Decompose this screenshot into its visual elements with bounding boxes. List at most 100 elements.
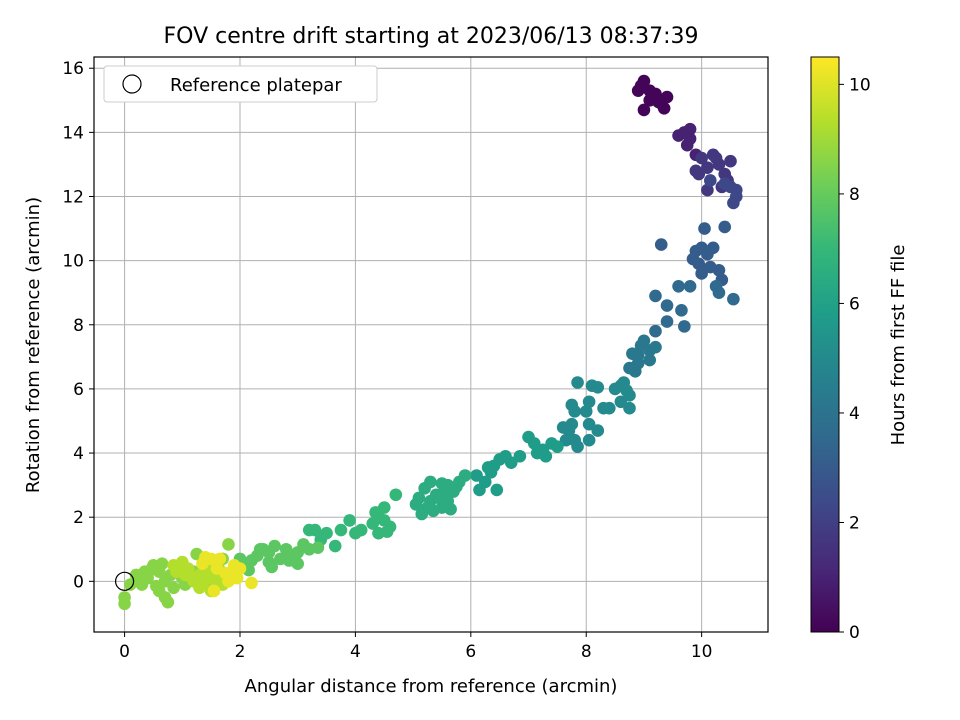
scatter-point bbox=[686, 252, 700, 266]
legend: Reference platepar bbox=[103, 65, 378, 103]
scatter-point bbox=[499, 449, 512, 463]
scatter-point bbox=[155, 557, 169, 570]
scatter-point bbox=[727, 196, 740, 210]
scatter-point bbox=[473, 483, 486, 497]
scatter-point bbox=[727, 292, 740, 306]
y-tick-label: 0 bbox=[73, 572, 84, 592]
scatter-point bbox=[597, 401, 610, 415]
scatter-point bbox=[556, 421, 570, 434]
scatter-point bbox=[438, 483, 452, 497]
scatter-point bbox=[634, 79, 648, 93]
colorbar-ticks: 0 2 4 6 8 10 bbox=[839, 75, 871, 643]
y-tick-label: 8 bbox=[73, 316, 84, 336]
scatter-point bbox=[219, 567, 232, 580]
scatter-point bbox=[709, 151, 723, 165]
scatter-point bbox=[444, 502, 457, 516]
scatter-point bbox=[701, 161, 714, 174]
colorbar-tick-label: 2 bbox=[849, 513, 860, 533]
y-axis-ticks: 0 2 4 6 8 10 12 14 16 bbox=[62, 59, 94, 592]
scatter-point bbox=[628, 364, 642, 378]
x-tick-label: 4 bbox=[350, 642, 361, 662]
colorbar-tick-label: 0 bbox=[849, 623, 860, 643]
scatter-point bbox=[678, 320, 691, 333]
x-axis-ticks: 0 2 4 6 8 10 bbox=[119, 632, 712, 662]
scatter-point bbox=[649, 324, 662, 338]
y-tick-label: 14 bbox=[62, 123, 84, 143]
colorbar-label: Hours from first FF file bbox=[888, 245, 909, 446]
scatter-point bbox=[377, 514, 391, 527]
scatter-point bbox=[637, 103, 651, 117]
colorbar-tick-label: 8 bbox=[849, 185, 860, 205]
scatter-point bbox=[253, 542, 267, 556]
scatter-point bbox=[729, 183, 743, 197]
scatter-point bbox=[559, 433, 573, 447]
scatter-points bbox=[118, 74, 743, 611]
y-axis-label: Rotation from reference (arcmin) bbox=[23, 197, 44, 493]
scatter-point bbox=[369, 506, 382, 519]
legend-box bbox=[103, 65, 378, 103]
scatter-point bbox=[660, 299, 674, 312]
scatter-point bbox=[698, 222, 711, 235]
scatter-point bbox=[245, 576, 258, 590]
scatter-point bbox=[652, 95, 665, 109]
scatter-point bbox=[207, 584, 221, 598]
scatter-point bbox=[571, 376, 584, 389]
y-tick-label: 4 bbox=[73, 444, 84, 464]
scatter-point bbox=[591, 381, 605, 394]
grid-lines bbox=[94, 57, 768, 632]
scatter-point bbox=[582, 395, 596, 409]
scatter-point bbox=[132, 575, 146, 588]
scatter-point bbox=[213, 552, 227, 566]
scatter-point bbox=[695, 151, 708, 165]
scatter-point bbox=[389, 488, 403, 502]
colorbar: 0 2 4 6 8 10 Hours from first FF file bbox=[810, 56, 909, 643]
x-axis-label: Angular distance from reference (arcmin) bbox=[245, 676, 618, 697]
colorbar-tick-label: 10 bbox=[849, 75, 871, 95]
scatter-point bbox=[490, 483, 504, 497]
scatter-point bbox=[701, 183, 714, 197]
scatter-point bbox=[343, 514, 356, 527]
scatter-point bbox=[196, 578, 209, 591]
scatter-point bbox=[150, 579, 163, 593]
scatter-point bbox=[311, 541, 325, 554]
scatter-point bbox=[643, 353, 657, 367]
scatter-point bbox=[328, 539, 342, 553]
scatter-point bbox=[470, 469, 483, 482]
scatter-point bbox=[539, 449, 553, 463]
scatter-point bbox=[692, 167, 706, 181]
scatter-point bbox=[582, 417, 596, 431]
scatter-point bbox=[683, 122, 697, 136]
scatter-point bbox=[591, 424, 605, 437]
scatter-point bbox=[649, 340, 662, 354]
scatter-point bbox=[118, 597, 131, 611]
scatter-point bbox=[167, 558, 180, 572]
x-tick-label: 8 bbox=[581, 642, 592, 662]
scatter-point bbox=[718, 177, 732, 190]
scatter-point bbox=[623, 401, 636, 415]
scatter-point bbox=[683, 279, 697, 293]
scatter-point bbox=[302, 523, 316, 537]
scatter-point bbox=[571, 440, 584, 453]
scatter-point bbox=[178, 568, 192, 582]
scatter-point bbox=[623, 389, 636, 402]
scatter-point bbox=[366, 517, 380, 530]
colorbar-fill bbox=[810, 56, 840, 633]
scatter-point bbox=[582, 433, 596, 447]
scatter-point bbox=[380, 525, 394, 538]
chart-title: FOV centre drift starting at 2023/06/13 … bbox=[164, 24, 699, 49]
scatter-point bbox=[568, 405, 581, 418]
scatter-point bbox=[427, 504, 440, 518]
reference-point-group bbox=[114, 571, 135, 591]
scatter-point bbox=[703, 174, 717, 187]
scatter-point bbox=[279, 542, 293, 556]
scatter-point bbox=[282, 554, 296, 567]
scatter-point bbox=[418, 482, 431, 495]
x-tick-label: 0 bbox=[119, 642, 130, 662]
scatter-point bbox=[634, 339, 648, 352]
x-tick-label: 2 bbox=[235, 642, 246, 662]
reference-point-marker bbox=[114, 571, 135, 591]
scatter-point bbox=[614, 395, 628, 409]
scatter-point bbox=[349, 526, 362, 540]
scatter-point bbox=[675, 304, 688, 317]
